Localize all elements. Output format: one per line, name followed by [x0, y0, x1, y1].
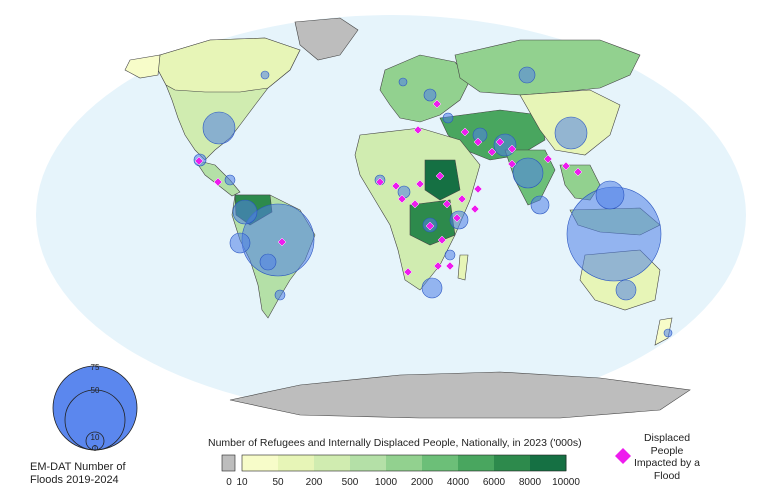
- diamond-nigeria: [397, 194, 407, 204]
- diamond-sudan: [435, 171, 445, 181]
- flood-bubbles: [193, 66, 673, 338]
- bubble-europe: [423, 88, 437, 102]
- ramp-segment: [422, 455, 459, 471]
- size-legend: 75 50 10 1: [52, 363, 138, 452]
- diamond-chad: [415, 179, 425, 189]
- diamond-niger: [391, 181, 401, 191]
- ramp-segment: [530, 455, 567, 471]
- diamond-burundi: [437, 235, 447, 245]
- diamond-iran: [495, 137, 505, 147]
- diamond-brazil: [277, 237, 287, 247]
- bubble-nigeria: [397, 185, 411, 199]
- tick-label: 50: [272, 477, 284, 488]
- diamond-afghanistan: [507, 144, 517, 154]
- diamond-somalia: [470, 204, 480, 214]
- bubble-argentina: [274, 289, 286, 301]
- madagascar: [457, 254, 469, 281]
- flood-marker-caption: Displaced People Impacted by a Flood: [634, 432, 700, 482]
- diamond-southsudan: [442, 199, 452, 209]
- size-legend-label-50: 50: [91, 386, 100, 395]
- diamond-legend-icon: [615, 448, 631, 464]
- ramp-segments: [242, 455, 567, 471]
- tick-label: 6000: [482, 477, 506, 488]
- diamond-kenya: [452, 213, 462, 223]
- diamond-drc: [425, 221, 435, 231]
- diamond-yemen: [473, 184, 483, 194]
- sudan-region: [424, 159, 461, 201]
- color-ramp: [221, 454, 567, 472]
- ramp-segment: [458, 455, 495, 471]
- diamond-guatemala: [213, 177, 223, 187]
- diamond-cameroon: [410, 199, 420, 209]
- alaska: [124, 54, 161, 79]
- diamond-zimbabwe: [403, 267, 413, 277]
- bubble-indochina: [530, 195, 550, 215]
- ramp-segment: [242, 455, 279, 471]
- diamond-ethiopia: [457, 194, 467, 204]
- ramp-segment: [350, 455, 387, 471]
- diamond-syria: [460, 127, 470, 137]
- bubble-southafrica: [421, 277, 443, 299]
- tick-label: 10000: [552, 477, 580, 488]
- central-america: [194, 159, 241, 197]
- flood-impact-markers: [194, 99, 583, 277]
- ramp-segment: [386, 455, 423, 471]
- bubble-pakistan: [493, 133, 517, 157]
- diamond-india: [543, 154, 553, 164]
- bubble-canada: [260, 70, 270, 80]
- diamond-myanmar: [573, 167, 583, 177]
- size-legend-label-10: 10: [91, 433, 100, 442]
- greenland: [294, 17, 359, 61]
- diamond-saudi: [507, 159, 517, 169]
- color-scale-title: Number of Refugees and Internally Displa…: [208, 437, 582, 449]
- tick-label: 8000: [518, 477, 542, 488]
- tick-label: 4000: [446, 477, 470, 488]
- tick-no-data: 0: [226, 477, 232, 488]
- size-legend-caption: EM-DAT Number of Floods 2019-2024: [30, 461, 126, 486]
- russia: [454, 39, 641, 96]
- size-legend-label-75: 75: [91, 363, 100, 372]
- size-legend-label-1: 1: [93, 445, 97, 452]
- diamond-mozambique: [433, 261, 443, 271]
- no-data-swatch: [221, 454, 236, 472]
- bubble-uk: [398, 77, 408, 87]
- ramp-segment: [314, 455, 351, 471]
- size-legend-circle-1: [92, 445, 98, 451]
- ramp-segment: [494, 455, 531, 471]
- diamond-libya: [413, 125, 423, 135]
- bubble-nz: [663, 328, 673, 338]
- tick-label: 10: [236, 477, 248, 488]
- europe: [379, 54, 471, 123]
- tick-label: 2000: [410, 477, 434, 488]
- ramp-segment: [278, 455, 315, 471]
- bubble-colombia: [232, 199, 258, 225]
- bubble-mozambique: [444, 249, 456, 261]
- bubble-peru: [229, 232, 251, 254]
- tick-label: 1000: [374, 477, 398, 488]
- bubble-china: [554, 116, 588, 150]
- diamond-iraq: [473, 137, 483, 147]
- bubble-bolivia: [259, 253, 277, 271]
- bubble-usa: [202, 111, 236, 145]
- bubble-australia: [615, 279, 637, 301]
- bubble-india: [512, 157, 544, 189]
- new-zealand: [654, 317, 673, 346]
- diamond-bangladesh: [561, 161, 571, 171]
- bubble-caribbean: [224, 174, 236, 186]
- bubble-russia: [518, 66, 536, 84]
- antarctica: [229, 371, 691, 419]
- diamond-mali: [375, 177, 385, 187]
- diamond-pakistan: [487, 147, 497, 157]
- ramp-outline: [241, 454, 567, 472]
- size-legend-circle-10: [85, 431, 105, 451]
- bubble-turkey: [442, 112, 454, 124]
- diamond-ukraine: [432, 99, 442, 109]
- tick-label: 200: [305, 477, 323, 488]
- tick-label: 500: [341, 477, 359, 488]
- diamond-malawi: [445, 261, 455, 271]
- diamond-mexico: [194, 156, 204, 166]
- bubble-philippines: [595, 180, 625, 210]
